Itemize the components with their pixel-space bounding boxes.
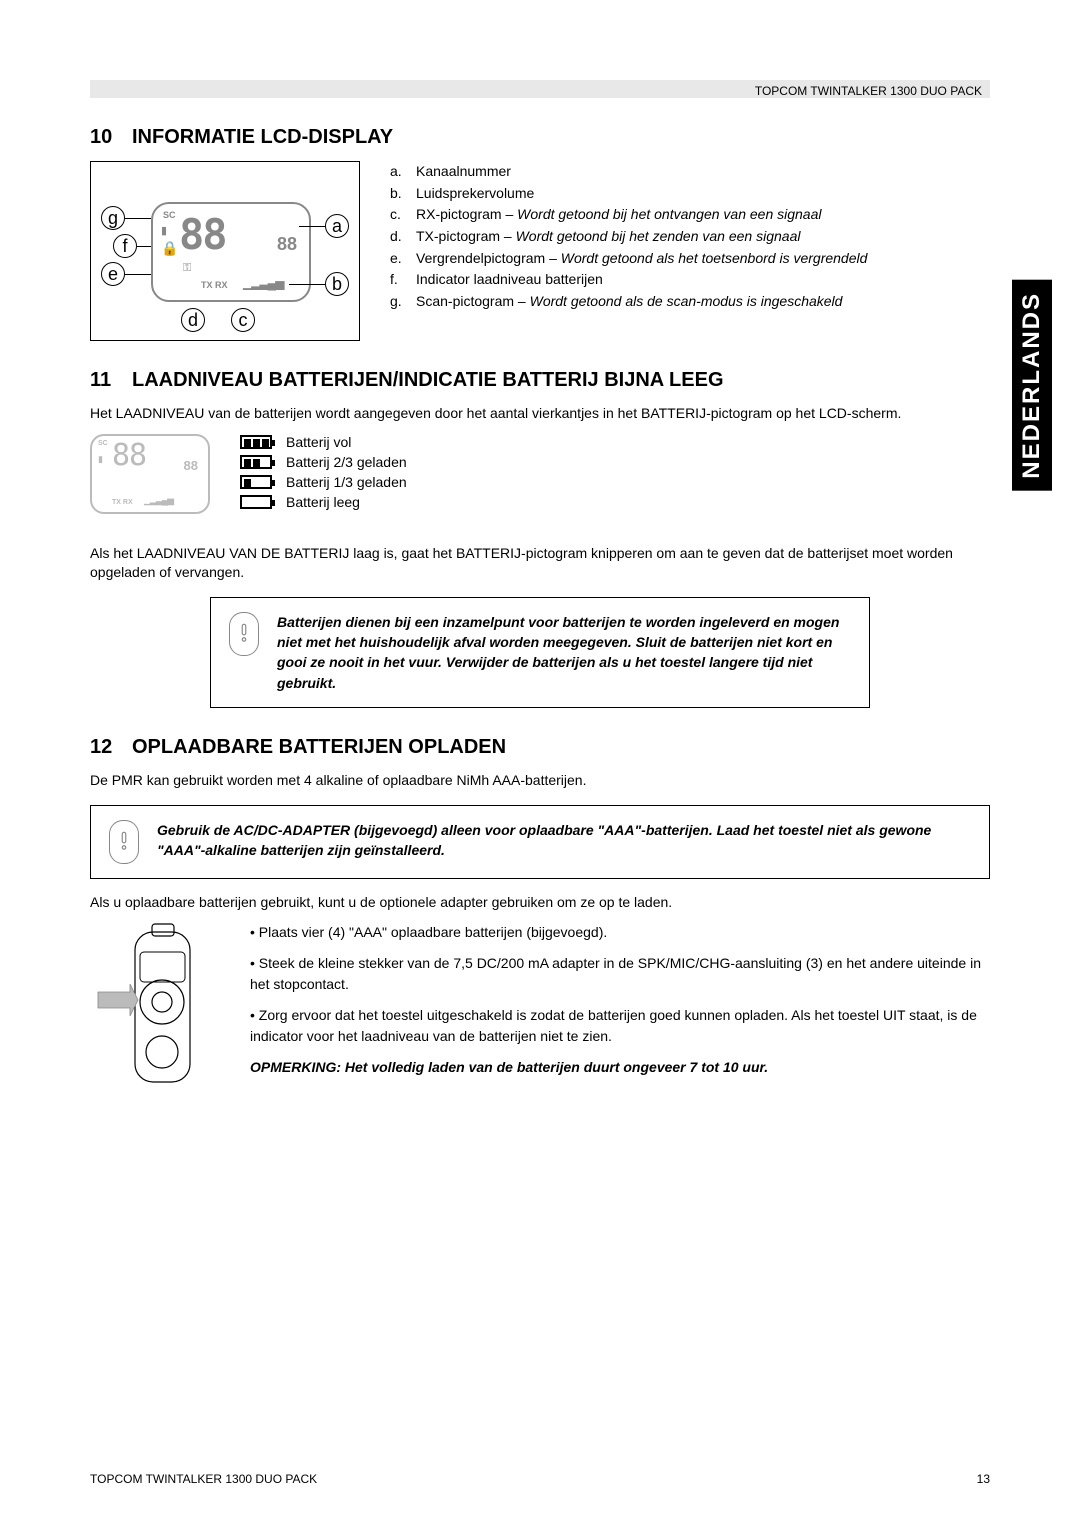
- section-11-title: LAADNIVEAU BATTERIJEN/INDICATIE BATTERIJ…: [132, 369, 724, 391]
- charge-remark: OPMERKING: Het volledig laden van de bat…: [250, 1057, 990, 1078]
- battery-disposal-text: Batterijen dienen bij een inzamelpunt vo…: [277, 612, 851, 693]
- footer-page: 13: [977, 1472, 990, 1486]
- section-12-title: OPLAADBARE BATTERIJEN OPLADEN: [132, 736, 506, 758]
- section-11-low: Als het LAADNIVEAU VAN DE BATTERIJ laag …: [90, 544, 990, 583]
- section-12-heading: 12OPLAADBARE BATTERIJEN OPLADEN: [90, 736, 990, 759]
- warning-icon: [109, 820, 139, 864]
- adapter-warning-text: Gebruik de AC/DC-ADAPTER (bijgevoegd) al…: [157, 820, 971, 861]
- charge-step-3: • Zorg ervoor dat het toestel uitgeschak…: [250, 1005, 990, 1047]
- callout-f: f: [113, 234, 137, 258]
- section-10-num: 10: [90, 126, 132, 149]
- language-tab: NEDERLANDS: [1012, 280, 1052, 491]
- charge-step-2: • Steek de kleine stekker van de 7,5 DC/…: [250, 953, 990, 995]
- callout-d: d: [181, 308, 205, 332]
- device-charging-figure: [90, 922, 230, 1092]
- section-11-intro: Het LAADNIVEAU van de batterijen wordt a…: [90, 404, 990, 424]
- callout-a: a: [325, 214, 349, 238]
- warning-icon: [229, 612, 259, 656]
- section-12-num: 12: [90, 736, 132, 759]
- battery-disposal-note: Batterijen dienen bij een inzamelpunt vo…: [210, 597, 870, 708]
- callout-b: b: [325, 272, 349, 296]
- section-11-heading: 11LAADNIVEAU BATTERIJEN/INDICATIE BATTER…: [90, 369, 990, 392]
- lcd-legend-list: a.Kanaalnummerb.Luidsprekervolumec.RX-pi…: [390, 161, 867, 313]
- callout-e: e: [101, 262, 125, 286]
- charge-step-1: • Plaats vier (4) "AAA" oplaadbare batte…: [250, 922, 990, 943]
- battery-lcd-icon: SC8888 ▮TX RX▁▂▃▄▅: [90, 434, 210, 514]
- lcd-diagram: SC 88 88 ▮ 🔒 ⚿ TX RX ▁▂▃▄▅ a b c d e f g: [90, 161, 360, 341]
- section-11-num: 11: [90, 369, 132, 392]
- footer-product: TOPCOM TWINTALKER 1300 DUO PACK: [90, 1472, 317, 1486]
- section-10-title: INFORMATIE LCD-DISPLAY: [132, 126, 393, 148]
- charging-steps: • Plaats vier (4) "AAA" oplaadbare batte…: [250, 922, 990, 1088]
- section-12-optional: Als u oplaadbare batterijen gebruikt, ku…: [90, 893, 990, 913]
- header-product: TOPCOM TWINTALKER 1300 DUO PACK: [90, 84, 990, 98]
- callout-g: g: [101, 206, 125, 230]
- section-12-intro: De PMR kan gebruikt worden met 4 alkalin…: [90, 771, 990, 791]
- section-10-heading: 10INFORMATIE LCD-DISPLAY: [90, 126, 990, 149]
- callout-c: c: [231, 308, 255, 332]
- adapter-warning-note: Gebruik de AC/DC-ADAPTER (bijgevoegd) al…: [90, 805, 990, 879]
- battery-levels-list: Batterij volBatterij 2/3 geladenBatterij…: [240, 434, 407, 510]
